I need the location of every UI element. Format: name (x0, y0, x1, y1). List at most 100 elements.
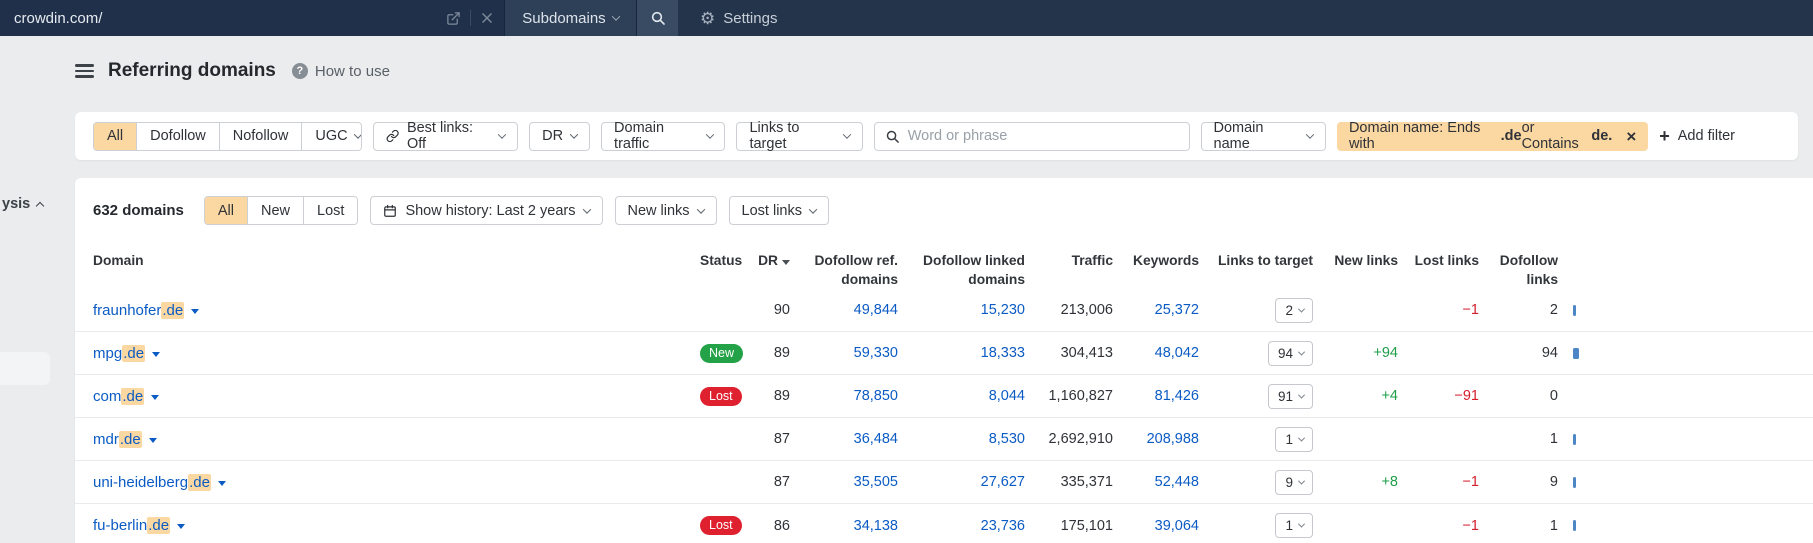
chevron-down-icon[interactable] (148, 437, 157, 443)
dofollow-ref-domains-value[interactable]: 35,505 (853, 474, 898, 490)
chevron-down-icon[interactable] (152, 351, 161, 357)
link-type-tab-ugc[interactable]: UGC (302, 122, 361, 150)
add-filter-button[interactable]: + Add filter (1659, 127, 1735, 145)
dr-value: 87 (773, 431, 790, 447)
scope-dropdown[interactable]: Subdomains (505, 0, 637, 36)
remove-filter-icon[interactable]: × (1626, 126, 1637, 146)
target-url-value[interactable]: crowdin.com/ (14, 9, 103, 27)
chevron-down-icon[interactable] (191, 308, 200, 314)
traffic-value: 1,160,827 (1048, 388, 1113, 404)
links-to-target-select[interactable]: 94 (1267, 340, 1313, 366)
dofollow-linked-domains-value[interactable]: 8,530 (988, 431, 1025, 447)
chevron-down-icon (705, 130, 714, 139)
col-header-dofollow-links[interactable]: Dofollow links (1499, 253, 1558, 287)
search-icon (886, 130, 899, 143)
show-history-dropdown[interactable]: Show history: Last 2 years (370, 196, 603, 225)
sidebar-item-partial-box[interactable] (0, 352, 50, 385)
chevron-down-icon (498, 130, 507, 139)
dofollow-linked-domains-value[interactable]: 15,230 (980, 302, 1025, 318)
status-tab-new[interactable]: New (248, 197, 305, 224)
add-filter-label: Add filter (1677, 128, 1735, 144)
chevron-down-icon (1297, 348, 1306, 356)
dofollow-linked-domains-value[interactable]: 8,044 (988, 388, 1025, 404)
links-to-target-select[interactable]: 1 (1275, 513, 1313, 538)
best-links-filter[interactable]: Best links: Off (372, 120, 519, 152)
status-tab-lost[interactable]: Lost (304, 197, 358, 224)
col-header-dofollow-linked-domains[interactable]: Dofollow linked domains (923, 253, 1025, 287)
domain-link[interactable]: mpg.de (93, 344, 146, 362)
domain-link[interactable]: mdr.de (93, 430, 142, 448)
traffic-value: 304,413 (1060, 345, 1113, 361)
dofollow-linked-domains-value[interactable]: 27,627 (980, 474, 1025, 490)
link-type-tab-all[interactable]: All (94, 122, 138, 150)
clear-input-icon[interactable] (480, 11, 494, 25)
open-external-icon[interactable] (446, 11, 461, 26)
search-button[interactable] (637, 0, 678, 36)
chip-text: Domain name: Ends with (1348, 120, 1481, 152)
match-highlight: .de (147, 517, 171, 534)
domain-link[interactable]: com.de (93, 387, 145, 405)
domain-link[interactable]: fu-berlin.de (93, 517, 171, 534)
keywords-value[interactable]: 48,042 (1154, 345, 1199, 361)
domain-link[interactable]: uni-heidelberg.de (93, 473, 211, 491)
links-to-target-select[interactable]: 2 (1275, 297, 1313, 323)
keywords-value[interactable]: 25,372 (1154, 302, 1199, 318)
domain-name-filter[interactable]: Domain name (1200, 120, 1326, 152)
dofollow-ref-domains-value[interactable]: 78,850 (853, 388, 898, 404)
lost-links-dropdown[interactable]: Lost links (728, 196, 829, 225)
col-header-new-links[interactable]: New links (1334, 253, 1398, 268)
dr-filter[interactable]: DR (529, 121, 591, 151)
keywords-value[interactable]: 208,988 (1146, 431, 1199, 447)
menu-icon[interactable] (75, 64, 94, 78)
lost-links-label: Lost links (741, 202, 802, 219)
chevron-down-icon[interactable] (217, 480, 226, 486)
link-type-tab-nofollow[interactable]: Nofollow (219, 122, 303, 150)
chevron-down-icon (611, 12, 620, 21)
active-filter-chip[interactable]: Domain name: Ends with .de or Contains d… (1336, 120, 1649, 152)
col-header-domain[interactable]: Domain (93, 253, 144, 268)
dofollow-ref-domains-value[interactable]: 49,844 (853, 302, 898, 318)
col-header-dofollow-ref-domains[interactable]: Dofollow ref. domains (814, 253, 898, 287)
link-icon (386, 129, 399, 143)
links-to-target-select[interactable]: 9 (1275, 469, 1313, 495)
how-to-use-link[interactable]: ? How to use (291, 63, 390, 80)
links-to-target-select[interactable]: 1 (1275, 426, 1313, 452)
word-search-input[interactable]: Word or phrase (873, 121, 1190, 151)
links-to-target-filter[interactable]: Links to target (736, 120, 863, 152)
settings-button[interactable]: ⚙ Settings (700, 0, 777, 36)
link-type-tab-dofollow[interactable]: Dofollow (137, 122, 220, 150)
table-row[interactable]: mdr.de 87 36,484 8,530 2,692,910 208,988… (75, 418, 1813, 461)
chevron-down-icon[interactable] (151, 394, 160, 400)
table-row[interactable]: mpg.de New 89 59,330 18,333 304,413 48,0… (75, 332, 1813, 375)
new-links-dropdown[interactable]: New links (614, 196, 717, 225)
keywords-value[interactable]: 52,448 (1154, 474, 1199, 490)
col-header-traffic[interactable]: Traffic (1071, 253, 1113, 268)
col-header-links-to-target[interactable]: Links to target (1217, 253, 1313, 268)
target-url-input[interactable]: crowdin.com/ (0, 0, 505, 36)
status-tab-all[interactable]: All (204, 197, 248, 224)
table-row[interactable]: fu-berlin.de Lost 86 34,138 23,736 175,1… (75, 504, 1813, 543)
keywords-value[interactable]: 81,426 (1154, 388, 1199, 404)
table-row[interactable]: fraunhofer.de 90 49,844 15,230 213,006 2… (75, 289, 1813, 332)
lost-links-value: −1 (1462, 474, 1479, 490)
dofollow-linked-domains-value[interactable]: 18,333 (980, 345, 1025, 361)
keywords-value[interactable]: 39,064 (1154, 517, 1199, 534)
dofollow-linked-domains-value[interactable]: 23,736 (980, 517, 1025, 534)
dofollow-ref-domains-value[interactable]: 34,138 (853, 517, 898, 534)
table-row[interactable]: uni-heidelberg.de 87 35,505 27,627 335,3… (75, 461, 1813, 504)
dr-value: 89 (773, 388, 790, 404)
col-header-keywords[interactable]: Keywords (1133, 253, 1199, 268)
dofollow-ref-domains-value[interactable]: 36,484 (853, 431, 898, 447)
table-row[interactable]: com.de Lost 89 78,850 8,044 1,160,827 81… (75, 375, 1813, 418)
sidebar-item-partial[interactable]: ysis (2, 196, 45, 212)
chevron-down-icon[interactable] (177, 524, 186, 529)
domain-traffic-filter[interactable]: Domain traffic (601, 120, 726, 152)
domain-traffic-label: Domain traffic (614, 120, 665, 152)
search-icon (651, 11, 665, 25)
col-header-dr[interactable]: DR (750, 251, 790, 270)
col-header-lost-links[interactable]: Lost links (1414, 253, 1479, 268)
col-header-status[interactable]: Status (700, 253, 743, 268)
dofollow-ref-domains-value[interactable]: 59,330 (853, 345, 898, 361)
links-to-target-select[interactable]: 91 (1267, 383, 1313, 409)
domain-link[interactable]: fraunhofer.de (93, 301, 185, 319)
